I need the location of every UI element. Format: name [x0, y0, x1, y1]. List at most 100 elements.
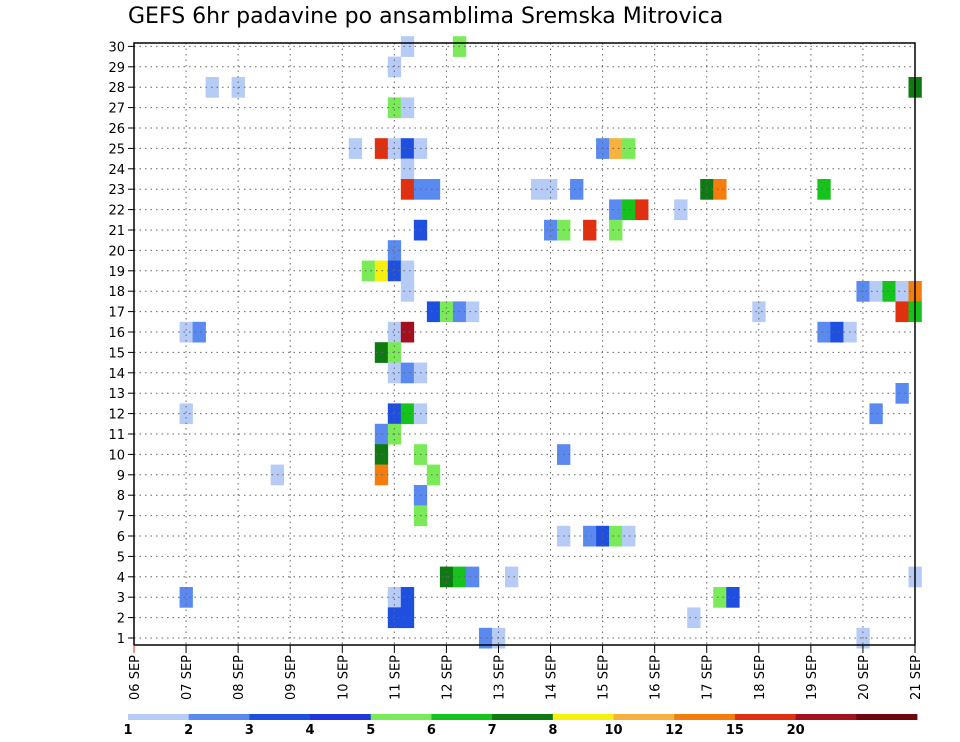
heatmap-cell — [387, 240, 402, 261]
heatmap-cell — [465, 301, 480, 323]
heatmap-cell — [609, 138, 623, 159]
colorbar-label: 8 — [548, 723, 557, 738]
x-tick-label: 19 SEP — [805, 655, 820, 700]
heatmap-cell — [609, 219, 623, 241]
heatmap-cell — [426, 179, 441, 200]
heatmap-cell — [713, 179, 727, 200]
heatmap-cell — [400, 321, 415, 343]
colorbar-segment — [552, 714, 614, 720]
heatmap-cell — [830, 321, 844, 343]
x-tick-label: 11 SEP — [388, 655, 403, 700]
y-tick-label: 4 — [117, 571, 125, 586]
colorbar-label: 1 — [123, 723, 132, 738]
colorbar-segment — [431, 714, 493, 720]
heatmap-cell — [387, 607, 402, 629]
heatmap-cell — [179, 587, 193, 608]
colorbar-segment — [795, 714, 857, 720]
colorbar-segment — [856, 714, 918, 720]
heatmap-cell — [400, 260, 415, 282]
heatmap-cell — [400, 158, 415, 180]
colorbar-label: 2 — [184, 723, 193, 738]
heatmap-cell — [400, 403, 415, 425]
heatmap-cell — [400, 607, 415, 629]
heatmap-cell — [869, 281, 883, 302]
heatmap-cell — [387, 321, 402, 343]
heatmap-cell — [895, 281, 909, 302]
y-tick-label: 28 — [108, 81, 125, 96]
heatmap-cell — [426, 301, 441, 323]
heatmap-cell — [374, 423, 389, 445]
y-tick-label: 22 — [108, 204, 125, 219]
x-tick-label: 18 SEP — [753, 655, 768, 700]
heatmap-cell — [817, 179, 831, 200]
colorbar-segment — [188, 714, 250, 720]
y-tick-label: 15 — [108, 346, 125, 361]
x-tick-label: 16 SEP — [649, 655, 664, 700]
heatmap-cell — [635, 199, 649, 221]
heatmap-cell — [387, 342, 402, 363]
heatmap-cell — [400, 36, 415, 57]
heatmap-cell — [387, 56, 402, 78]
y-tick-label: 5 — [117, 550, 125, 565]
x-tick-label: 12 SEP — [440, 655, 455, 700]
heatmap-cell — [465, 566, 480, 588]
y-tick-label: 11 — [108, 428, 125, 443]
heatmap-cell — [895, 301, 909, 323]
heatmap-cell — [622, 138, 636, 159]
colorbar-segment — [674, 714, 736, 720]
x-tick-label: 17 SEP — [701, 655, 716, 700]
y-tick-label: 23 — [108, 183, 125, 198]
heatmap-cell — [869, 403, 883, 425]
x-tick-label: 06 SEP — [128, 655, 143, 700]
heatmap-cell — [895, 383, 909, 404]
heatmap-cell — [361, 260, 376, 282]
colorbar-label: 3 — [245, 723, 254, 738]
x-tick-label: 20 SEP — [857, 655, 872, 700]
heatmap-cell — [726, 587, 740, 608]
x-tick-label: 15 SEP — [597, 655, 612, 700]
colorbar-label: 12 — [665, 723, 683, 738]
heatmap-cell — [387, 97, 402, 119]
heatmap-cell — [478, 627, 493, 649]
colorbar-segment — [613, 714, 675, 720]
y-tick-label: 8 — [117, 489, 125, 504]
heatmap-cell — [752, 301, 766, 323]
heatmap-cell — [583, 525, 597, 547]
colorbar-segment — [128, 714, 190, 720]
heatmap-cell — [374, 464, 389, 486]
chart-title: GEFS 6hr padavine po ansamblima Sremska … — [128, 4, 724, 29]
heatmap-cell — [192, 321, 206, 343]
colorbar-label: 4 — [306, 723, 315, 738]
y-tick-label: 29 — [108, 61, 125, 76]
heatmap-cell — [622, 199, 636, 221]
heatmap-cell — [583, 219, 597, 241]
heatmap-cell — [609, 525, 623, 547]
heatmap-cell — [504, 566, 519, 588]
y-tick-label: 1 — [117, 632, 125, 647]
heatmap-cell — [400, 97, 415, 119]
y-tick-label: 6 — [117, 530, 125, 545]
colorbar-segment — [249, 714, 311, 720]
heatmap-cell — [882, 281, 896, 302]
y-tick-label: 10 — [108, 448, 125, 463]
heatmap-cell — [374, 444, 389, 465]
heatmap-cell — [622, 525, 636, 547]
heatmap-cell — [570, 179, 584, 200]
y-tick-label: 12 — [108, 408, 125, 423]
heatmap-cell — [179, 403, 193, 425]
colorbar-label: 7 — [488, 723, 497, 738]
heatmap-cell — [400, 362, 415, 384]
heatmap-cell — [374, 342, 389, 363]
y-tick-label: 20 — [108, 244, 125, 259]
y-tick-label: 30 — [108, 40, 125, 55]
y-tick-label: 25 — [108, 142, 125, 157]
y-tick-label: 2 — [117, 612, 125, 627]
x-tick-label: 07 SEP — [180, 655, 195, 700]
heatmap-cell — [713, 587, 727, 608]
x-tick-label: 21 SEP — [909, 655, 924, 700]
heatmap-cell — [687, 607, 701, 629]
heatmap-cell — [439, 301, 454, 323]
heatmap-cell — [400, 281, 415, 302]
heatmap-cell — [387, 362, 402, 384]
